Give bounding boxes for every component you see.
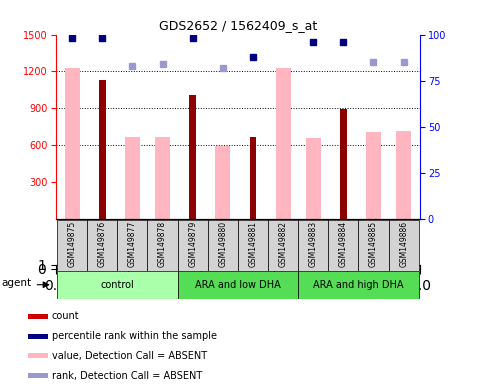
Text: GSM149883: GSM149883 [309, 221, 318, 267]
Bar [147, 220, 178, 271]
Title: GDS2652 / 1562409_s_at: GDS2652 / 1562409_s_at [159, 19, 317, 32]
Bar [208, 220, 238, 271]
Text: count: count [52, 311, 80, 321]
Text: GSM149876: GSM149876 [98, 221, 107, 267]
Text: GSM149877: GSM149877 [128, 221, 137, 267]
Text: value, Detection Call = ABSENT: value, Detection Call = ABSENT [52, 351, 207, 361]
Text: GSM149878: GSM149878 [158, 221, 167, 267]
Text: ARA and high DHA: ARA and high DHA [313, 280, 404, 290]
Bar [275, 68, 291, 219]
Bar [366, 132, 381, 219]
Bar [238, 220, 268, 271]
Bar [99, 80, 106, 219]
Bar [57, 271, 178, 299]
Bar [268, 220, 298, 271]
Bar [65, 68, 80, 219]
Text: GSM149880: GSM149880 [218, 221, 227, 267]
Text: GSM149885: GSM149885 [369, 221, 378, 267]
Text: GSM149875: GSM149875 [68, 221, 77, 267]
Text: GSM149884: GSM149884 [339, 221, 348, 267]
Bar [189, 95, 196, 219]
Bar [155, 137, 170, 219]
Bar [57, 220, 87, 271]
Bar [178, 271, 298, 299]
Bar [388, 220, 419, 271]
Text: percentile rank within the sample: percentile rank within the sample [52, 331, 217, 341]
Bar [125, 137, 140, 219]
Text: GSM149879: GSM149879 [188, 221, 197, 267]
Text: ARA and low DHA: ARA and low DHA [195, 280, 281, 290]
Bar [117, 220, 147, 271]
Bar [28, 353, 48, 358]
Bar [28, 373, 48, 378]
Bar [298, 220, 328, 271]
Text: GSM149882: GSM149882 [279, 221, 287, 267]
Text: GSM149886: GSM149886 [399, 221, 408, 267]
Bar [340, 109, 347, 219]
Bar [28, 314, 48, 319]
Bar [28, 334, 48, 339]
Bar [87, 220, 117, 271]
Bar [250, 137, 256, 219]
Bar [306, 138, 321, 219]
Bar [358, 220, 388, 271]
Bar [328, 220, 358, 271]
Text: GSM149881: GSM149881 [248, 221, 257, 267]
Text: control: control [100, 280, 134, 290]
Text: rank, Detection Call = ABSENT: rank, Detection Call = ABSENT [52, 371, 202, 381]
Bar [178, 220, 208, 271]
Bar [396, 131, 411, 219]
Bar [298, 271, 419, 299]
Bar [215, 146, 230, 219]
Text: agent: agent [1, 278, 31, 288]
